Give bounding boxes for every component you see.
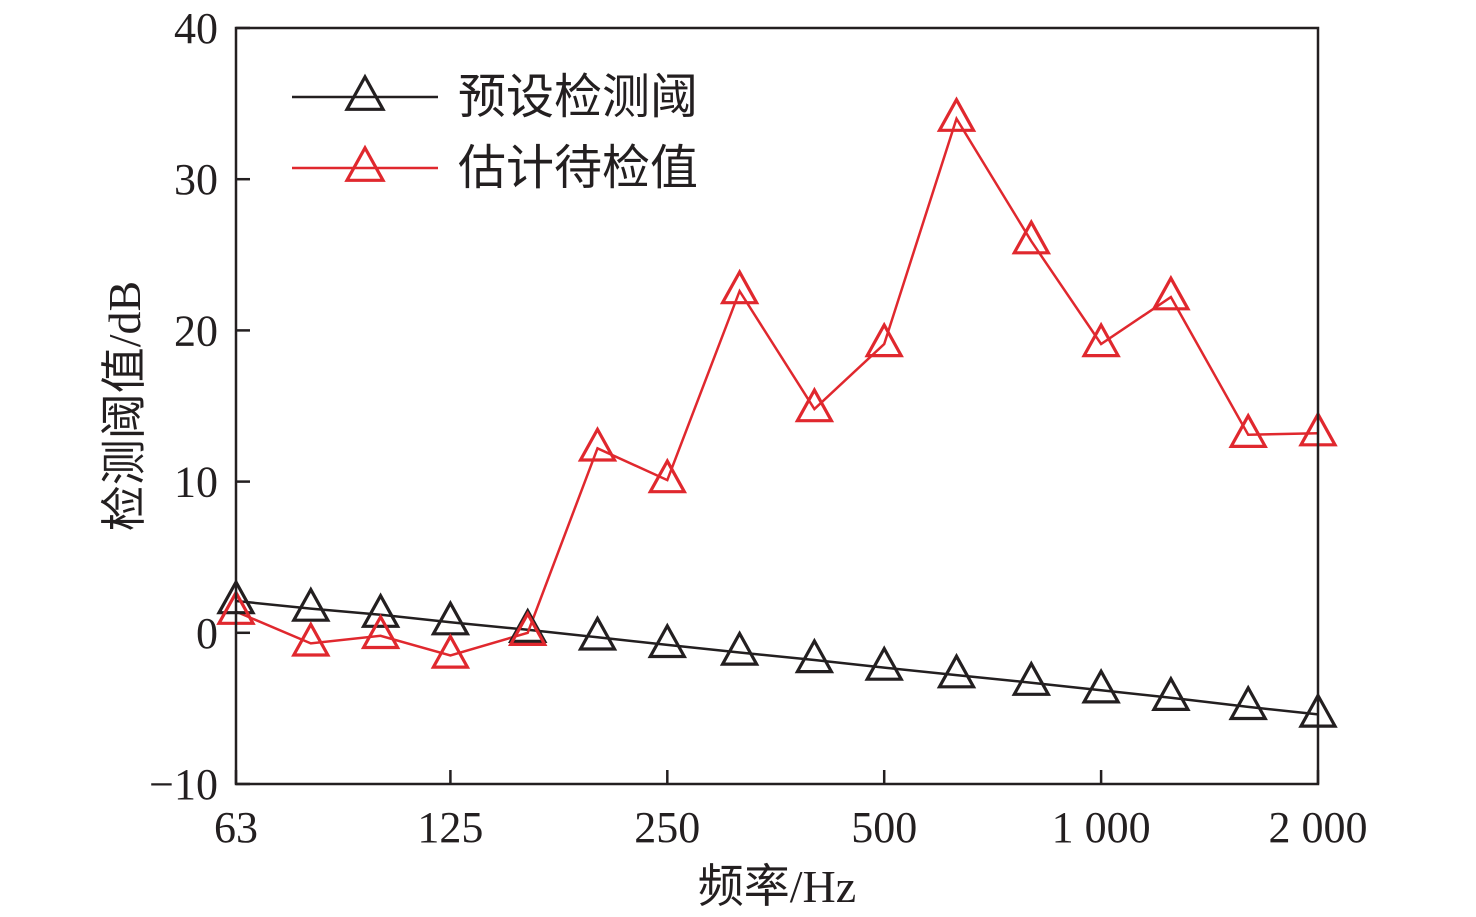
series-2-point [430,633,471,669]
series-2-point [936,96,977,132]
legend-label-series-2: 估计待检值 [458,142,698,195]
legend: 预设检测阈 估计待检值 [292,71,698,195]
series-2-point [360,613,401,650]
legend-label-series-1: 预设检测阈 [458,71,698,124]
y-tick-label: 20 [174,306,218,355]
y-tick-label: 0 [196,609,218,658]
series-1-line [235,599,1319,716]
x-tick-label: 2 000 [1269,803,1368,852]
series-2-point [1228,412,1268,448]
series-1-point [936,652,977,689]
plot-frame [234,26,1320,786]
series-markers [216,96,1338,728]
series-1-point [647,622,688,659]
axis-tick-labels: −10 0 10 20 30 40 63 125 250 500 1 000 2 000 [149,4,1367,852]
x-tick-label: 250 [634,803,700,852]
series-2-point [1081,321,1121,358]
series-2-point [291,621,331,657]
series-2-point [577,426,618,462]
series-2-point [647,457,688,494]
series-1-point [1011,660,1052,696]
series-1-point [430,599,471,636]
legend-marker-series-2 [344,144,386,182]
series-2-point [1151,274,1191,311]
y-tick-label: 40 [174,4,218,53]
series-lines [235,115,1319,716]
y-tick-label: −10 [149,760,218,809]
x-tick-label: 125 [417,803,483,852]
series-1-point [1081,668,1121,704]
x-tick-label: 63 [214,803,258,852]
series-2-point [1011,218,1052,255]
legend-item-series-1: 预设检测阈 [292,71,698,124]
y-tick-label: 30 [174,155,218,204]
series-1-point [1151,675,1191,712]
x-tick-label: 500 [851,803,917,852]
series-1-point [577,615,618,651]
series-1-point [291,586,331,622]
series-1-point [360,592,401,628]
series-1-point [794,637,835,674]
axis-ticks [234,26,1320,786]
series-1-point [719,630,760,666]
legend-marker-series-1 [344,73,386,111]
series-1-point [864,645,904,681]
series-2-point [507,610,548,647]
y-tick-label: 10 [174,458,218,507]
legend-item-series-2: 估计待检值 [292,142,698,195]
series-1-point [1228,684,1268,721]
x-axis-title: 频率/Hz [698,861,856,912]
series-2-point [864,321,904,358]
series-2-line [235,115,1319,657]
y-axis-title: 检测阈值/dB [99,281,150,531]
x-tick-label: 1 000 [1052,803,1151,852]
series-2-point [794,386,835,423]
series-2-point [719,268,760,305]
